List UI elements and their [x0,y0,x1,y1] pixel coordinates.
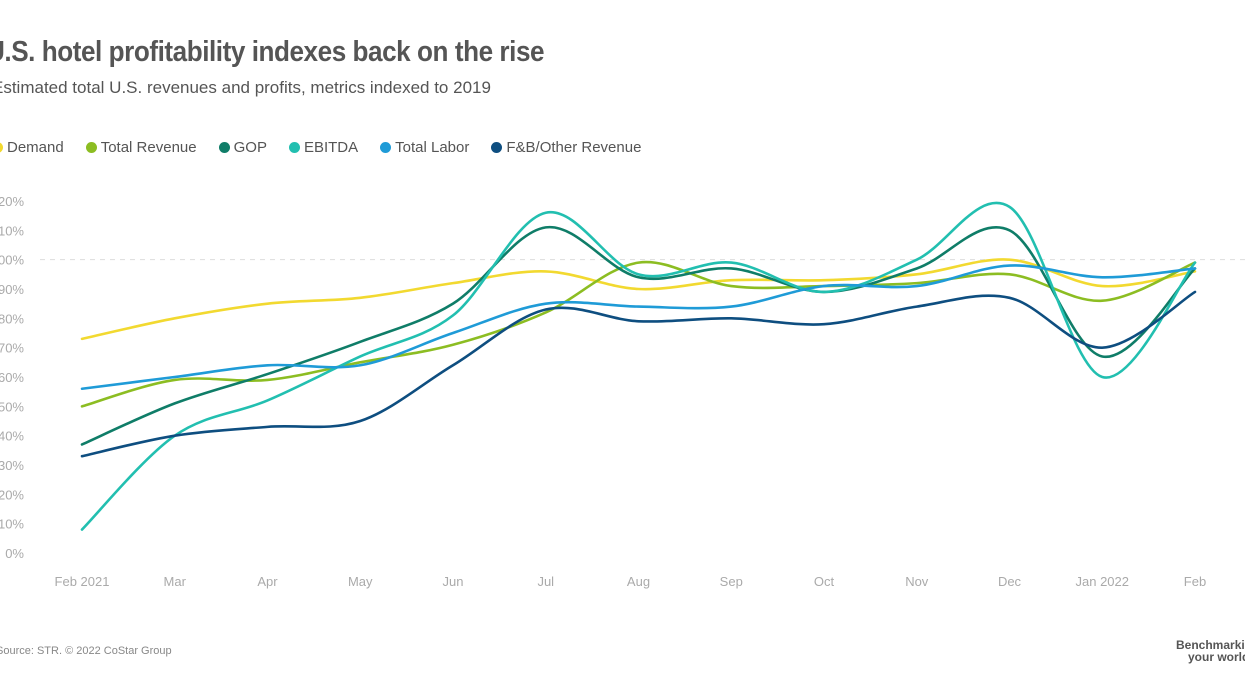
y-tick-label: 80% [0,311,24,326]
x-tick-label: May [348,574,373,589]
y-tick-label: 100% [0,253,24,268]
chart-title: U.S. hotel profitability indexes back on… [0,36,545,68]
legend-dot [218,142,230,153]
y-tick-label: 110% [0,223,24,238]
legend-item: Demand [0,139,64,156]
legend-label: F&B/Other Revenue [506,139,642,156]
x-tick-label: Jun [443,574,464,589]
x-tick-label: Nov [905,574,929,589]
x-tick-label: Aug [627,574,650,589]
x-tick-label: Mar [164,574,187,589]
y-tick-label: 60% [0,370,24,385]
series-line-total-revenue [80,260,1197,408]
series-line-total-labor [80,264,1197,391]
series-line-f-b-other-revenue [80,290,1197,458]
series-line-ebitda [80,201,1197,531]
x-tick-label: Oct [814,574,835,589]
legend-item: EBITDA [288,139,359,156]
legend-label: GOP [233,139,267,156]
legend-dot [491,142,503,153]
x-tick-label: Dec [998,574,1022,589]
series-line-demand [80,258,1197,341]
legend-label: Demand [7,139,64,156]
y-tick-label: 70% [0,341,24,356]
str-logo: Benchmarkingyour world [1176,638,1245,664]
y-tick-label: 40% [0,429,24,444]
legend-dot [288,142,300,153]
legend-item: Total Revenue [85,139,197,156]
legend-item: Total Labor [380,139,469,156]
legend-dot [85,142,97,153]
y-tick-label: 50% [0,399,24,414]
series-line-gop [80,226,1197,446]
y-tick-label: 0% [5,546,24,561]
legend-label: Total Revenue [100,139,197,156]
x-tick-label: Feb 2021 [55,574,110,589]
x-tick-label: Jan 2022 [1076,574,1130,589]
legend-dot [0,142,3,153]
y-tick-label: 120% [0,194,24,209]
source-note: Source: STR. © 2022 CoStar Group [0,645,172,657]
y-tick-label: 20% [0,487,24,502]
x-tick-label: Feb [1184,574,1206,589]
y-tick-label: 10% [0,517,24,532]
y-tick-label: 30% [0,458,24,473]
x-tick-label: Jul [537,574,554,589]
legend-label: Total Labor [395,139,470,156]
y-tick-label: 90% [0,282,24,297]
legend: Demand Total Revenue GOP EBITDA Total Labor F… [0,139,641,156]
legend-item: GOP [218,139,267,156]
x-tick-label: Apr [257,574,278,589]
x-tick-label: Sep [720,574,743,589]
legend-label: EBITDA [303,139,359,156]
chart-subtitle: Estimated total U.S. revenues and profit… [0,78,491,97]
legend-item: F&B/Other Revenue [491,139,641,156]
legend-dot [380,142,392,153]
